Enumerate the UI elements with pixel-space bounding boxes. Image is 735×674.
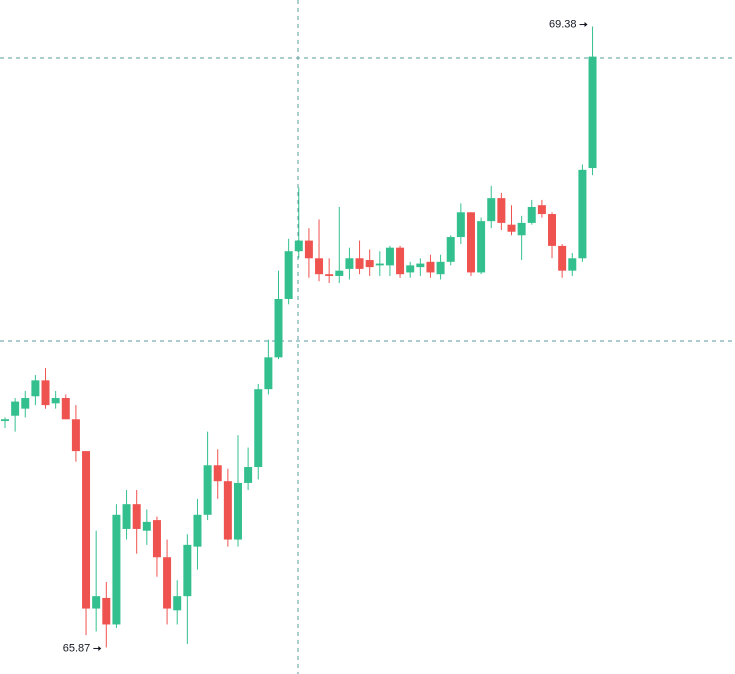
candle-body	[244, 467, 253, 483]
candle-body	[112, 514, 121, 625]
candle-body	[152, 520, 161, 558]
candle-body	[385, 247, 394, 266]
candle-body	[477, 221, 486, 273]
candle-body	[426, 261, 435, 273]
candle-body	[588, 56, 597, 169]
candle-body	[193, 514, 202, 547]
candle-body	[82, 451, 91, 609]
candle-body	[315, 258, 324, 275]
candle-body	[132, 504, 141, 529]
candle-body	[406, 265, 415, 273]
candle-body	[335, 270, 344, 276]
candle-body	[497, 198, 506, 223]
candle-body	[396, 247, 405, 275]
candle-body	[122, 504, 131, 529]
candle-body	[436, 261, 445, 275]
candle-body	[264, 357, 273, 390]
candle-body	[284, 251, 293, 299]
candle-body	[102, 597, 111, 625]
candle-body	[31, 380, 40, 397]
candle-body	[304, 240, 313, 259]
candle-body	[487, 198, 496, 222]
price-label: 65.87	[63, 642, 91, 654]
candle-body	[254, 389, 263, 468]
candle-body	[223, 481, 232, 540]
candle-body	[375, 263, 384, 266]
candle-body	[537, 205, 546, 215]
candle-body	[507, 224, 516, 232]
candle-body	[92, 596, 101, 609]
label-arrow-head	[98, 645, 102, 651]
candle-body	[21, 398, 30, 409]
candle-body	[274, 298, 283, 358]
candle-body	[578, 169, 587, 259]
candle-body	[568, 258, 577, 271]
candle-body	[61, 398, 70, 420]
candle-body	[466, 212, 475, 273]
candle-body	[41, 380, 50, 406]
candle-body	[11, 401, 20, 416]
label-arrow-head	[584, 22, 588, 28]
candle-body	[345, 258, 354, 269]
candle-body	[527, 206, 536, 223]
candle-body	[365, 260, 374, 268]
candle-body	[163, 557, 172, 609]
candle-body	[183, 544, 192, 597]
candle-body	[355, 258, 364, 269]
candle-body	[416, 263, 425, 268]
candle-body	[51, 398, 60, 404]
candle-body	[1, 419, 9, 422]
candle-body	[456, 212, 465, 238]
candle-body	[213, 465, 222, 482]
candle-body	[558, 245, 567, 271]
candle-body	[548, 214, 557, 246]
candle-body	[203, 465, 212, 515]
candle-body	[446, 237, 455, 262]
candle-body	[173, 596, 182, 611]
candle-body	[71, 419, 80, 452]
candle-body	[294, 240, 303, 252]
price-label: 69.38	[549, 18, 577, 30]
candle-body	[517, 222, 526, 236]
candle-body	[142, 521, 151, 531]
candle-body	[325, 274, 334, 276]
candle-body	[233, 482, 242, 540]
